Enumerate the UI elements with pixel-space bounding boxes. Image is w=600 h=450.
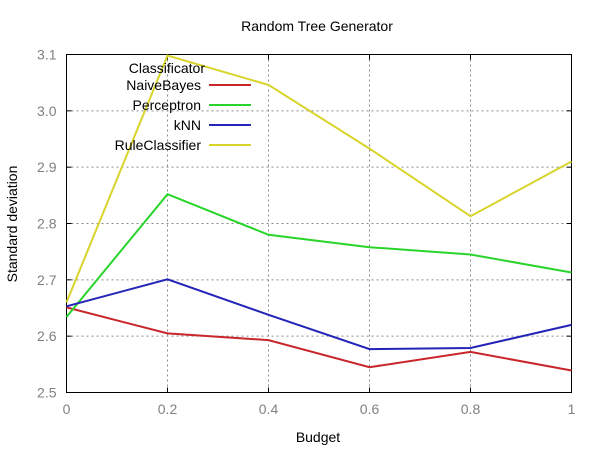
- y-tick-label: 2.5: [37, 385, 57, 401]
- y-axis-ticks: 2.5 2.6 2.7 2.8 2.9 3.0 3.1: [37, 47, 572, 401]
- series-line-perceptron: [65, 192, 572, 318]
- x-axis-label: Budget: [296, 429, 340, 445]
- chart-title: Random Tree Generator: [241, 18, 393, 34]
- y-tick-label: 2.9: [37, 159, 57, 175]
- legend-label-naivebayes: NaiveBayes: [126, 77, 201, 93]
- legend-label-perceptron: Perceptron: [133, 97, 201, 113]
- series-line-ruleclassifier: [65, 54, 572, 303]
- y-tick-label: 3.1: [37, 47, 57, 63]
- y-tick-label: 2.8: [37, 216, 57, 232]
- series-line-naivebayes: [66, 306, 572, 372]
- series-line-knn: [66, 278, 572, 351]
- y-tick-label: 3.0: [37, 103, 57, 119]
- grid-lines: [66, 54, 572, 393]
- x-axis-ticks: 0 0.2 0.4 0.6 0.8 1: [63, 54, 576, 417]
- legend: Classificator NaiveBayes Perceptron kNN Rul…: [115, 60, 251, 153]
- x-tick-label: 0: [63, 401, 71, 417]
- y-tick-label: 2.7: [37, 272, 57, 288]
- legend-label-ruleclassifier: RuleClassifier: [115, 137, 202, 153]
- x-tick-label: 0.6: [360, 401, 380, 417]
- legend-label-knn: kNN: [174, 117, 201, 133]
- y-axis-label: Standard deviation: [4, 166, 20, 283]
- x-tick-label: 0.4: [259, 401, 279, 417]
- series-lines: [65, 54, 572, 372]
- x-tick-label: 0.2: [158, 401, 178, 417]
- legend-title: Classificator: [129, 60, 206, 76]
- y-tick-label: 2.6: [37, 328, 57, 344]
- x-tick-label: 1: [568, 401, 576, 417]
- x-tick-label: 0.8: [461, 401, 481, 417]
